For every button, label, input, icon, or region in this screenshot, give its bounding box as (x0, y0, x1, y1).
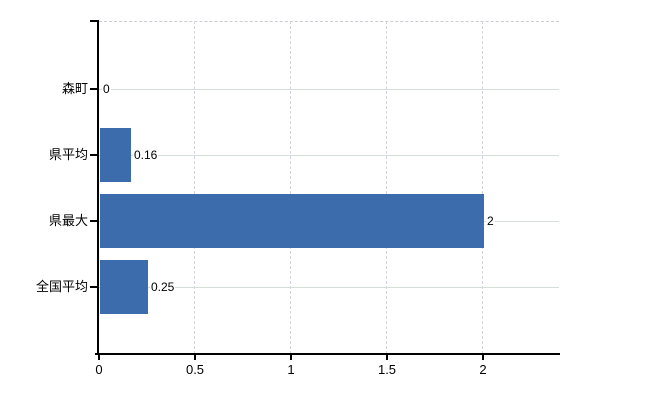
bar-県最大 (100, 194, 484, 248)
bar-県平均 (100, 128, 131, 182)
x-axis-tick-label: 1.5 (377, 362, 397, 377)
x-axis-tick (290, 355, 292, 360)
gridline-vertical (194, 21, 195, 354)
value-label: 0.25 (150, 279, 176, 295)
category-label-県最大: 県最大 (48, 213, 88, 228)
plot-top-border (99, 21, 559, 22)
x-axis-tick-label: 0.5 (185, 362, 205, 377)
y-axis-tick (90, 20, 97, 22)
y-axis-tick (90, 88, 97, 90)
gridline-horizontal (99, 287, 559, 288)
gridline-horizontal (99, 89, 559, 90)
x-axis-tick (386, 355, 388, 360)
x-axis-line (95, 353, 560, 355)
x-axis-tick (98, 355, 100, 360)
y-axis-tick (90, 220, 97, 222)
y-axis-tick (90, 286, 97, 288)
gridline-vertical (290, 21, 291, 354)
category-label-森町: 森町 (61, 81, 88, 96)
bar-全国平均 (100, 260, 148, 314)
category-label-県平均: 県平均 (48, 147, 88, 162)
y-axis-line (97, 20, 99, 355)
x-axis-tick-label: 2 (479, 362, 487, 377)
value-label: 0.16 (133, 147, 159, 163)
x-axis-tick (194, 355, 196, 360)
y-axis-tick (90, 154, 97, 156)
value-label: 2 (486, 213, 495, 229)
value-label: 0 (102, 81, 111, 97)
gridline-vertical (386, 21, 387, 354)
x-axis-tick (482, 355, 484, 360)
x-axis-tick-label: 1 (287, 362, 295, 377)
gridline-horizontal (99, 155, 559, 156)
x-axis-tick-label: 0 (95, 362, 103, 377)
category-label-全国平均: 全国平均 (35, 279, 88, 294)
gridline-vertical (482, 21, 483, 354)
